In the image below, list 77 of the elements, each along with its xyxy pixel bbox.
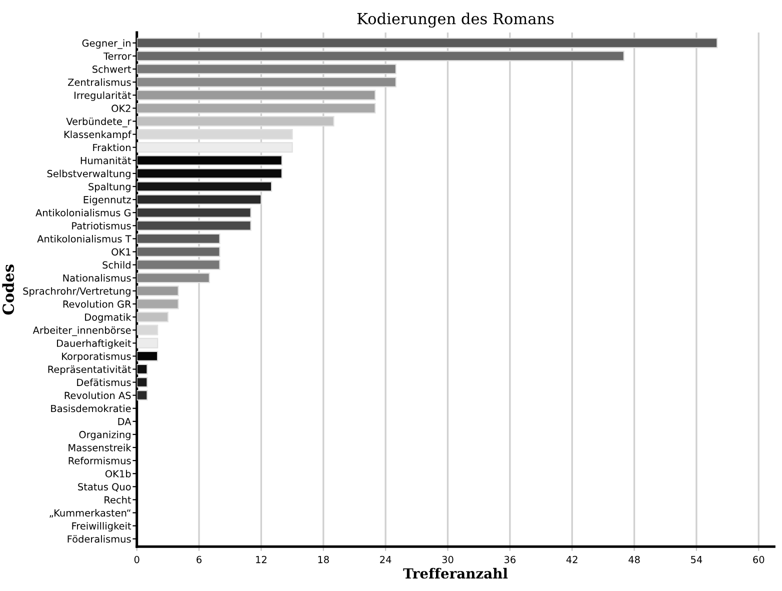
bar [136, 142, 293, 153]
y-tick-label: Fraktion [93, 144, 130, 152]
y-tick-label: OK2 [112, 104, 130, 112]
y-tick-label: Patriotismus [72, 222, 131, 230]
bar [136, 376, 148, 388]
y-tick-label: Defätismus [77, 378, 131, 386]
y-tick-label: „Kummerkasten“ [50, 509, 130, 518]
y-tick-label: Irregularität [74, 91, 132, 101]
y-tick-label: OK1 [112, 248, 130, 256]
bar [136, 181, 272, 192]
chart-title: Kodierungen des Romans [357, 12, 554, 28]
y-tick-label: Antikolonialismus T [37, 235, 132, 243]
y-tick-label: Schwert [92, 65, 132, 73]
bar [136, 76, 396, 88]
y-tick-label: Basisdemokratie [51, 404, 131, 412]
x-tick-label: 6 [196, 556, 202, 564]
y-tick-label: Zentralismus [68, 78, 131, 86]
bar [136, 312, 168, 322]
y-tick-label: OK1b [105, 470, 131, 478]
bar [136, 207, 252, 218]
bar [136, 364, 148, 374]
y-tick-label: Massenstreik [68, 444, 132, 452]
x-tick-label: 60 [753, 556, 764, 564]
bar [136, 324, 158, 336]
bar [136, 260, 220, 270]
bar [136, 246, 220, 257]
y-tick-label: Freiwilligkeit [72, 522, 132, 532]
y-tick-label: Verbündete_r [66, 118, 132, 128]
bar [136, 272, 210, 284]
y-tick-label: Revolution AS [64, 392, 131, 400]
x-tick-label: 24 [380, 556, 392, 564]
bar [136, 102, 376, 114]
y-tick-label: Gegner_in [82, 39, 130, 49]
y-tick-label: Eigennutz [84, 196, 131, 206]
bar [136, 50, 624, 62]
x-tick-label: 54 [691, 556, 702, 564]
y-tick-label: Dogmatik [85, 313, 132, 323]
bar [136, 38, 718, 48]
x-tick-label: 18 [318, 556, 329, 564]
y-tick-label: Schild [102, 261, 130, 269]
y-tick-label: Klassenkampf [64, 130, 132, 140]
y-tick-label: DA [118, 418, 132, 426]
x-tick-label: 30 [442, 556, 454, 564]
y-tick-label: Reformismus [68, 456, 131, 464]
y-tick-label: Spaltung [88, 182, 130, 192]
x-tick-label: 48 [628, 556, 640, 564]
y-tick-label: Terror [103, 52, 132, 60]
x-tick-label: 0 [134, 556, 140, 564]
y-tick-label: Antikolonialismus G [36, 208, 130, 216]
y-tick-label: Repräsentativität [48, 366, 132, 375]
bar [136, 194, 262, 205]
bar [136, 338, 158, 348]
y-tick-label: Arbeiter_innenbörse [32, 326, 131, 336]
bar [136, 90, 376, 100]
y-tick-label: Recht [104, 496, 132, 504]
y-axis-title: Codes [2, 264, 14, 315]
bar [136, 233, 220, 244]
bar [136, 298, 179, 310]
y-tick-label: Selbstverwaltung [47, 170, 130, 180]
y-tick-label: Föderalismus [68, 535, 131, 543]
y-tick-label: Organizing [79, 430, 130, 440]
bar [136, 64, 396, 74]
bar [136, 220, 252, 231]
y-tick-label: Dauerhaftigkeit [57, 339, 132, 349]
y-tick-label: Korporatismus [62, 352, 131, 362]
x-tick-label: 12 [256, 556, 266, 564]
y-tick-label: Status Quo [78, 483, 131, 492]
x-axis-title: Trefferanzahl [403, 568, 508, 579]
x-tick-label: 36 [504, 556, 516, 564]
y-tick-label: Nationalismus [63, 274, 131, 282]
x-tick-label: 42 [566, 556, 578, 564]
y-tick-label: Revolution GR [63, 300, 132, 308]
y-tick-label: Sprachrohr/Vertretung [23, 287, 130, 297]
bar [136, 390, 148, 401]
bar [136, 286, 179, 296]
bar [136, 116, 334, 126]
y-tick-label: Humanität [80, 156, 132, 164]
